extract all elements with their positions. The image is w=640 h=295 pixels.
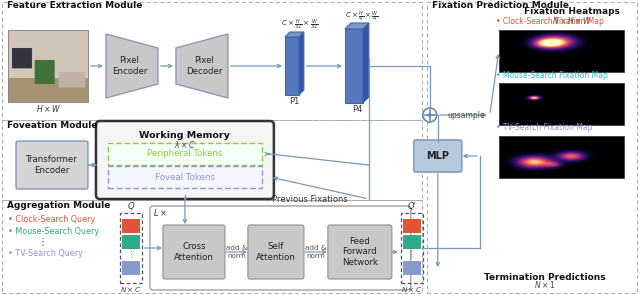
Text: Q': Q' (408, 202, 416, 212)
Text: Termination Predictions: Termination Predictions (484, 273, 605, 281)
Bar (401, 213, 423, 283)
Text: $\lambda \times C$: $\lambda \times C$ (174, 140, 196, 150)
Text: Cross
Attention: Cross Attention (174, 242, 214, 262)
Text: $C \times \frac{H}{32} \times \frac{W}{32}$: $C \times \frac{H}{32} \times \frac{W}{3… (281, 18, 319, 32)
Text: Pixel
Encoder: Pixel Encoder (111, 56, 147, 76)
Text: Aggregation Module: Aggregation Module (7, 201, 110, 209)
Polygon shape (299, 32, 304, 95)
Bar (120, 213, 142, 283)
Bar (499, 30, 624, 72)
Text: • Mouse-Search Query: • Mouse-Search Query (8, 227, 99, 235)
Bar (403, 235, 421, 249)
Text: $H \times W$: $H \times W$ (36, 104, 60, 114)
Text: Peripheral Tokens: Peripheral Tokens (147, 150, 223, 158)
Bar (108, 143, 262, 165)
Bar (499, 136, 624, 178)
Bar (403, 219, 421, 233)
Bar (499, 83, 624, 125)
Bar (427, 2, 637, 293)
Bar (285, 37, 299, 95)
Text: MLP: MLP (426, 151, 449, 161)
Text: upsample: upsample (448, 111, 485, 119)
Circle shape (423, 108, 437, 122)
Text: Foveal Tokens: Foveal Tokens (155, 173, 215, 181)
FancyBboxPatch shape (414, 140, 462, 172)
Bar (122, 235, 140, 249)
Text: ⋮: ⋮ (127, 250, 135, 260)
Text: add &
norm: add & norm (226, 245, 248, 258)
Bar (345, 29, 363, 103)
Text: Fixation Prediction Module: Fixation Prediction Module (432, 1, 569, 11)
Bar (108, 166, 262, 188)
Text: Pixel
Decoder: Pixel Decoder (186, 56, 223, 76)
Text: $L\times$: $L\times$ (153, 207, 167, 219)
Text: P4: P4 (351, 104, 362, 114)
Bar (403, 261, 421, 275)
Text: • TV-Search Fixation Map: • TV-Search Fixation Map (496, 124, 592, 132)
Text: P1: P1 (289, 96, 299, 106)
Text: Feed
Forward
Network: Feed Forward Network (342, 237, 378, 267)
Text: ⋮: ⋮ (408, 250, 415, 260)
FancyBboxPatch shape (163, 225, 225, 279)
Text: • TV-Search Query: • TV-Search Query (8, 248, 83, 258)
Text: Working Memory: Working Memory (140, 130, 230, 140)
Text: Self
Attention: Self Attention (256, 242, 296, 262)
Text: Foveation Module: Foveation Module (7, 120, 97, 130)
Text: $N \times C$: $N \times C$ (401, 284, 422, 294)
Polygon shape (285, 32, 304, 37)
Bar (2, 120, 422, 200)
Text: Transformer
Encoder: Transformer Encoder (26, 155, 78, 175)
Text: $N \times 1$: $N \times 1$ (534, 279, 556, 291)
Text: $N \times C$: $N \times C$ (120, 284, 141, 294)
Text: Fixation Heatmaps: Fixation Heatmaps (524, 7, 620, 17)
Text: Q: Q (127, 202, 134, 212)
Polygon shape (106, 34, 158, 98)
Bar (2, 200, 422, 293)
Polygon shape (363, 23, 369, 103)
Text: • Mouse-Search Fixation Map: • Mouse-Search Fixation Map (496, 71, 607, 79)
Text: Feature Extraction Module: Feature Extraction Module (7, 1, 142, 11)
Bar (122, 219, 140, 233)
Text: add &
norm: add & norm (305, 245, 326, 258)
Text: $N \times H \times W$: $N \times H \times W$ (552, 14, 592, 25)
Bar (2, 2, 422, 120)
Text: • Clock-Search Query: • Clock-Search Query (8, 214, 95, 224)
Text: Previous Fixations: Previous Fixations (272, 194, 348, 204)
FancyBboxPatch shape (16, 141, 88, 189)
Text: $C \times \frac{H}{4} \times \frac{W}{4}$: $C \times \frac{H}{4} \times \frac{W}{4}… (345, 10, 379, 24)
FancyBboxPatch shape (328, 225, 392, 279)
Text: ⋮: ⋮ (38, 237, 48, 247)
Text: • Clock-Search Fixation Map: • Clock-Search Fixation Map (496, 17, 604, 27)
Bar (8, 30, 88, 102)
FancyBboxPatch shape (96, 121, 274, 199)
FancyBboxPatch shape (248, 225, 304, 279)
Polygon shape (176, 34, 228, 98)
Bar (122, 261, 140, 275)
Polygon shape (345, 23, 369, 29)
